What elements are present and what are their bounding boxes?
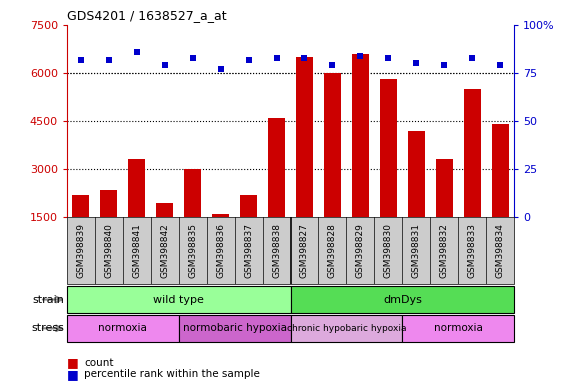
Text: GSM398838: GSM398838 xyxy=(272,223,281,278)
Text: ■: ■ xyxy=(67,368,78,381)
Text: GSM398839: GSM398839 xyxy=(76,223,85,278)
Bar xyxy=(156,203,173,265)
Text: chronic hypobaric hypoxia: chronic hypobaric hypoxia xyxy=(286,324,406,333)
Bar xyxy=(492,124,508,265)
Bar xyxy=(128,159,145,265)
Text: GSM398830: GSM398830 xyxy=(384,223,393,278)
Bar xyxy=(179,315,290,342)
Text: GSM398832: GSM398832 xyxy=(440,223,449,278)
Bar xyxy=(408,131,425,265)
Bar xyxy=(184,169,201,265)
Text: normoxia: normoxia xyxy=(434,323,483,333)
Text: GSM398841: GSM398841 xyxy=(132,223,141,278)
Text: GSM398837: GSM398837 xyxy=(244,223,253,278)
Bar xyxy=(324,73,341,265)
Bar xyxy=(290,315,403,342)
Text: ■: ■ xyxy=(67,356,78,369)
Text: GSM398842: GSM398842 xyxy=(160,223,169,278)
Text: normoxia: normoxia xyxy=(98,323,147,333)
Bar xyxy=(436,159,453,265)
Text: GSM398836: GSM398836 xyxy=(216,223,225,278)
Text: stress: stress xyxy=(31,323,64,333)
Text: count: count xyxy=(84,358,114,368)
Text: GSM398834: GSM398834 xyxy=(496,223,505,278)
Text: GSM398829: GSM398829 xyxy=(356,223,365,278)
Bar xyxy=(464,89,480,265)
Text: strain: strain xyxy=(32,295,64,305)
Bar xyxy=(67,315,179,342)
Bar xyxy=(212,214,229,265)
Bar xyxy=(268,118,285,265)
Bar xyxy=(73,195,89,265)
Text: GSM398833: GSM398833 xyxy=(468,223,477,278)
Bar xyxy=(67,286,290,313)
Bar xyxy=(290,286,514,313)
Bar xyxy=(296,57,313,265)
Bar xyxy=(403,315,514,342)
Text: normobaric hypoxia: normobaric hypoxia xyxy=(182,323,286,333)
Text: percentile rank within the sample: percentile rank within the sample xyxy=(84,369,260,379)
Bar xyxy=(352,54,369,265)
Text: GSM398828: GSM398828 xyxy=(328,223,337,278)
Bar xyxy=(380,79,397,265)
Text: dmDys: dmDys xyxy=(383,295,422,305)
Text: GSM398827: GSM398827 xyxy=(300,223,309,278)
Text: GSM398831: GSM398831 xyxy=(412,223,421,278)
Bar xyxy=(240,195,257,265)
Text: GDS4201 / 1638527_a_at: GDS4201 / 1638527_a_at xyxy=(67,9,227,22)
Text: wild type: wild type xyxy=(153,295,204,305)
Text: GSM398840: GSM398840 xyxy=(104,223,113,278)
Text: GSM398835: GSM398835 xyxy=(188,223,197,278)
Bar xyxy=(101,190,117,265)
